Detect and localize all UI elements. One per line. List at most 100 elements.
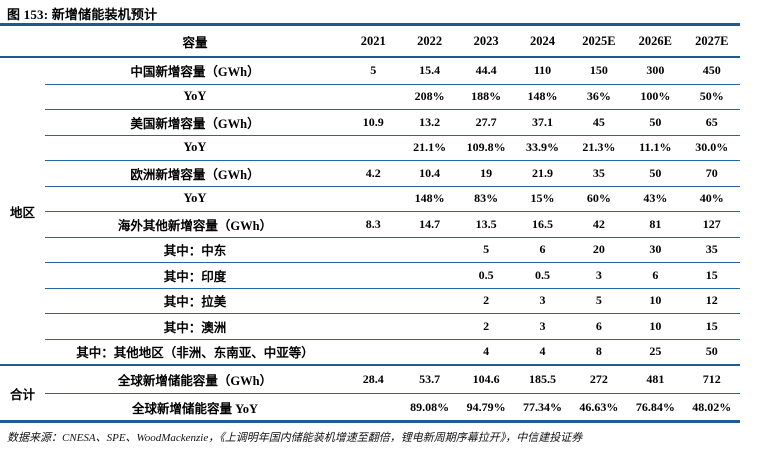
table-cell: 11.1% — [639, 140, 672, 155]
row-label: 其中：其他地区（非洲、东南亚、中亚等） — [76, 346, 314, 361]
table-cell: 45 — [592, 114, 605, 129]
table-cell: 10.9 — [362, 114, 384, 129]
table-row: 全球新增储能容量（GWh） 28.4 53.7 104.6 185.5 272 481 712 — [45, 366, 740, 393]
table-cell: 272 — [589, 372, 608, 386]
row-label: 欧洲新增容量（GWh） — [130, 167, 260, 182]
row-label: 其中：印度 — [163, 269, 227, 284]
table-cell: 450 — [702, 63, 721, 78]
table-header-row: 容量 2021 2022 2023 2024 2025E 2026E 2027E — [0, 26, 740, 58]
table-cell: 37.1 — [531, 114, 553, 129]
header-capacity: 容量 — [182, 35, 208, 50]
table-cell: 13.2 — [419, 114, 441, 129]
group-total: 合计 全球新增储能容量（GWh） 28.4 53.7 104.6 185.5 272 481… — [0, 364, 740, 420]
table-cell: 53.7 — [419, 372, 441, 386]
table-cell: 3 — [539, 293, 546, 308]
table-cell: 150 — [589, 63, 608, 78]
table-cell: 10 — [649, 318, 662, 333]
table-cell: 48.02% — [692, 399, 732, 414]
table-cell: 6 — [652, 267, 659, 282]
table-cell: 4 — [483, 344, 490, 359]
row-label: 美国新增容量（GWh） — [130, 116, 260, 131]
group-total-rows: 全球新增储能容量（GWh） 28.4 53.7 104.6 185.5 272 481 712… — [45, 366, 740, 420]
table-cell: 6 — [539, 242, 546, 257]
row-label: 其中：拉美 — [163, 295, 227, 310]
table-cell: 94.79% — [466, 399, 506, 414]
table-cell: 40% — [699, 191, 724, 206]
table-cell: 3 — [595, 267, 602, 282]
table-cell: 5 — [370, 63, 377, 78]
table-cell: 0.5 — [534, 267, 550, 282]
row-label: 中国新增容量（GWh） — [130, 65, 260, 80]
table-cell: 481 — [646, 372, 665, 386]
row-label: 其中：中东 — [163, 244, 227, 259]
table-cell: 89.08% — [410, 399, 450, 414]
source-note: 数据来源：CNESA、SPE、WoodMackenzie，《上调明年国内储能装机… — [7, 432, 583, 444]
table-row: 海外其他新增容量（GWh） 8.3 14.7 13.5 16.5 42 81 127 — [45, 211, 740, 237]
table-cell: 83% — [474, 191, 499, 206]
table-cell: 50 — [649, 114, 662, 129]
table-cell: 13.5 — [475, 216, 497, 231]
header-year-2023: 2023 — [473, 33, 499, 48]
group-region: 地区 中国新增容量（GWh） 5 15.4 44.4 110 150 300 450 YoY 20… — [0, 58, 740, 364]
table-cell: 21.9 — [531, 165, 553, 180]
table-cell: 70 — [705, 165, 718, 180]
table-row: 其中：印度 0.5 0.5 3 6 15 — [45, 262, 740, 288]
table-cell: 60% — [586, 191, 611, 206]
table-cell: 35 — [592, 165, 605, 180]
table-row: YoY 148% 83% 15% 60% 43% 40% — [45, 185, 740, 212]
header-year-2027e: 2027E — [695, 33, 729, 48]
table-cell: 6 — [595, 318, 602, 333]
table-cell: 81 — [649, 216, 662, 231]
header-year-2026e: 2026E — [638, 33, 673, 48]
table-cell: 100% — [640, 89, 671, 104]
table-cell: 10 — [649, 293, 662, 308]
table-cell: 2 — [483, 293, 490, 308]
table-cell: 21.1% — [413, 140, 447, 155]
figure-title: 图 153: 新增储能装机预计 — [7, 7, 158, 22]
table-cell: 208% — [414, 89, 445, 104]
table-cell: 42 — [592, 216, 605, 231]
table-cell: 188% — [471, 89, 502, 104]
table-cell: 14.7 — [419, 216, 441, 231]
header-year-2024: 2024 — [529, 33, 555, 48]
row-label: 全球新增储能容量 YoY — [131, 401, 259, 416]
table-cell: 36% — [586, 89, 611, 104]
row-label: 其中：澳洲 — [163, 320, 227, 335]
table-row: 其中：中东 5 6 20 30 35 — [45, 236, 740, 263]
table-row: 中国新增容量（GWh） 5 15.4 44.4 110 150 300 450 — [45, 58, 740, 84]
table-row: 美国新增容量（GWh） 10.9 13.2 27.7 37.1 45 50 65 — [45, 109, 740, 135]
group-label-region: 地区 — [9, 205, 35, 220]
table-cell: 33.9% — [525, 140, 559, 155]
capacity-forecast-table: 容量 2021 2022 2023 2024 2025E 2026E 2027E… — [0, 23, 740, 423]
table-cell: 43% — [643, 191, 668, 206]
table-cell: 50 — [705, 344, 718, 359]
table-cell: 76.84% — [635, 399, 675, 414]
table-cell: 8.3 — [365, 216, 381, 231]
table-cell: 4 — [539, 344, 546, 359]
table-cell: 46.63% — [579, 399, 619, 414]
table-row: 其中：其他地区（非洲、东南亚、中亚等） 4 4 8 25 50 — [45, 338, 740, 365]
table-cell: 50% — [699, 89, 724, 104]
table-cell: 15.4 — [419, 63, 441, 78]
table-row: YoY 208% 188% 148% 36% 100% 50% — [45, 83, 740, 110]
table-cell: 12 — [705, 293, 718, 308]
table-cell: 5 — [483, 242, 490, 257]
table-cell: 3 — [539, 318, 546, 333]
table-cell: 20 — [592, 242, 605, 257]
table-cell: 148% — [414, 191, 445, 206]
row-label: YoY — [183, 140, 207, 155]
table-cell: 65 — [705, 114, 718, 129]
table-cell: 44.4 — [475, 63, 497, 78]
table-cell: 10.4 — [419, 165, 441, 180]
table-row: YoY 21.1% 109.8% 33.9% 21.3% 11.1% 30.0% — [45, 134, 740, 161]
table-cell: 5 — [595, 293, 602, 308]
table-cell: 19 — [480, 165, 493, 180]
table-cell: 15 — [705, 267, 718, 282]
row-label: 海外其他新增容量（GWh） — [117, 218, 273, 233]
group-region-rows: 中国新增容量（GWh） 5 15.4 44.4 110 150 300 450 YoY 208% 1… — [45, 58, 740, 364]
row-label: 全球新增储能容量（GWh） — [117, 374, 273, 388]
table-cell: 15% — [530, 191, 555, 206]
table-cell: 712 — [702, 372, 721, 386]
row-label: YoY — [183, 191, 207, 206]
